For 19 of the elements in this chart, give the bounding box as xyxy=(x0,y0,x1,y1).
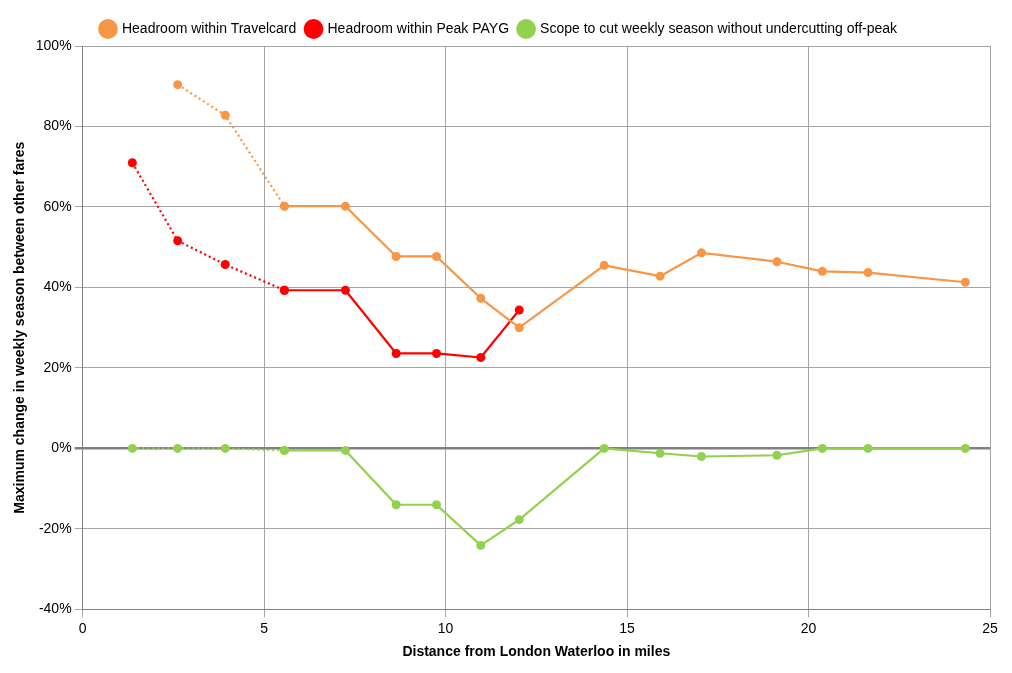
legend-label: Headroom within Peak PAYG xyxy=(327,19,510,36)
y-tick-label: 20% xyxy=(43,358,72,375)
x-tick-label: 0 xyxy=(78,619,87,636)
y-tick-label: 60% xyxy=(43,197,72,214)
y-tick-label: 80% xyxy=(43,117,72,134)
legend-label: Scope to cut weekly season without undercutting off-peak xyxy=(540,19,899,36)
x-tick-label: 5 xyxy=(260,619,269,636)
legend-label: Headroom within Travelcard xyxy=(121,19,297,36)
x-tick-label: 10 xyxy=(437,619,454,636)
y-tick-label: -20% xyxy=(38,519,72,536)
y-tick-label: 0% xyxy=(51,439,72,456)
x-axis-title: Distance from London Waterloo in miles xyxy=(402,643,671,660)
y-tick-label: 40% xyxy=(43,278,72,295)
x-tick-label: 15 xyxy=(619,619,636,636)
y-tick-label: -40% xyxy=(38,600,72,617)
x-tick-label: 25 xyxy=(982,619,998,636)
x-tick-label: 20 xyxy=(800,619,817,636)
y-axis-title: Maximum change in weekly season between other fares xyxy=(11,141,28,514)
y-tick-label: 100% xyxy=(35,36,72,53)
